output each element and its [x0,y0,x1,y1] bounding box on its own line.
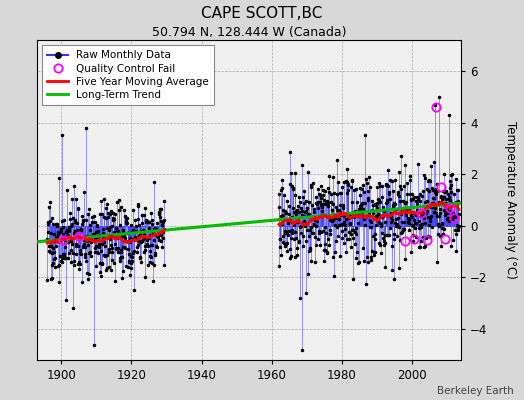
Title: 50.794 N, 128.444 W (Canada): 50.794 N, 128.444 W (Canada) [151,26,346,39]
Y-axis label: Temperature Anomaly (°C): Temperature Anomaly (°C) [504,121,517,279]
Legend: Raw Monthly Data, Quality Control Fail, Five Year Moving Average, Long-Term Tren: Raw Monthly Data, Quality Control Fail, … [42,45,214,105]
Text: Berkeley Earth: Berkeley Earth [437,386,514,396]
Text: CAPE SCOTT,BC: CAPE SCOTT,BC [201,6,323,21]
